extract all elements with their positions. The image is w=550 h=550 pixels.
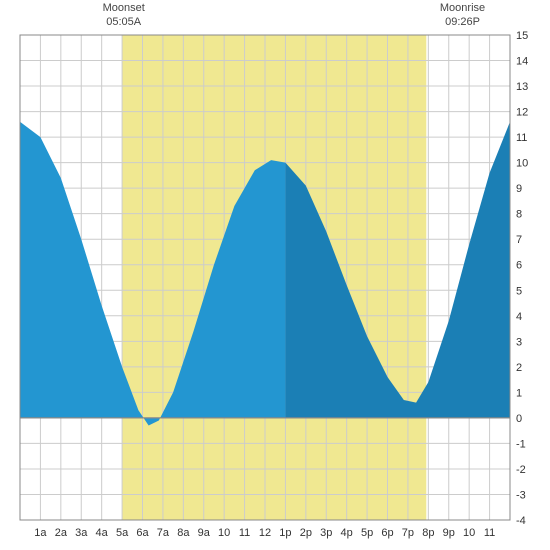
svg-text:9: 9 [516,183,522,195]
svg-text:11: 11 [239,527,250,539]
svg-text:1: 1 [516,387,522,399]
svg-text:13: 13 [516,81,528,93]
svg-text:11: 11 [484,527,495,539]
svg-text:5a: 5a [116,527,129,539]
svg-text:1p: 1p [279,527,291,539]
svg-text:1a: 1a [34,527,47,539]
svg-text:6: 6 [516,260,522,272]
svg-text:5: 5 [516,285,522,297]
svg-text:-3: -3 [516,489,526,501]
svg-text:12: 12 [516,107,528,119]
svg-text:2a: 2a [55,527,68,539]
svg-text:14: 14 [516,56,528,68]
svg-text:0: 0 [516,413,522,425]
svg-text:6a: 6a [136,527,149,539]
svg-text:10: 10 [516,158,528,170]
svg-text:8: 8 [516,209,522,221]
moonrise-label: Moonrise 09:26P [428,2,498,30]
moonrise-time: 09:26P [445,16,480,28]
svg-text:11: 11 [516,132,527,144]
svg-text:-2: -2 [516,464,526,476]
svg-text:9a: 9a [198,527,211,539]
svg-text:3p: 3p [320,527,332,539]
svg-text:8a: 8a [177,527,190,539]
svg-text:2: 2 [516,362,522,374]
svg-text:-1: -1 [516,438,526,450]
svg-text:7a: 7a [157,527,170,539]
svg-text:10: 10 [463,527,475,539]
svg-text:8p: 8p [422,527,434,539]
svg-text:6p: 6p [381,527,393,539]
svg-text:4: 4 [516,311,522,323]
svg-text:-4: -4 [516,515,526,527]
svg-text:12: 12 [259,527,271,539]
svg-text:4p: 4p [341,527,353,539]
svg-text:15: 15 [516,30,528,42]
moonset-label: Moonset 05:05A [94,2,154,30]
svg-text:2p: 2p [300,527,312,539]
chart-svg: -4-3-2-101234567891011121314151a2a3a4a5a… [0,0,550,550]
svg-text:4a: 4a [96,527,109,539]
svg-text:7p: 7p [402,527,414,539]
moonset-time: 05:05A [106,16,141,28]
svg-text:3: 3 [516,336,522,348]
tide-chart: Moonset 05:05A Moonrise 09:26P -4 -3 -2 -1 0… [0,0,550,550]
svg-text:7: 7 [516,234,522,246]
moonset-title: Moonset [103,2,145,14]
svg-text:10: 10 [218,527,230,539]
svg-text:9p: 9p [443,527,455,539]
svg-text:5p: 5p [361,527,373,539]
svg-text:3a: 3a [75,527,88,539]
moonrise-title: Moonrise [440,2,485,14]
